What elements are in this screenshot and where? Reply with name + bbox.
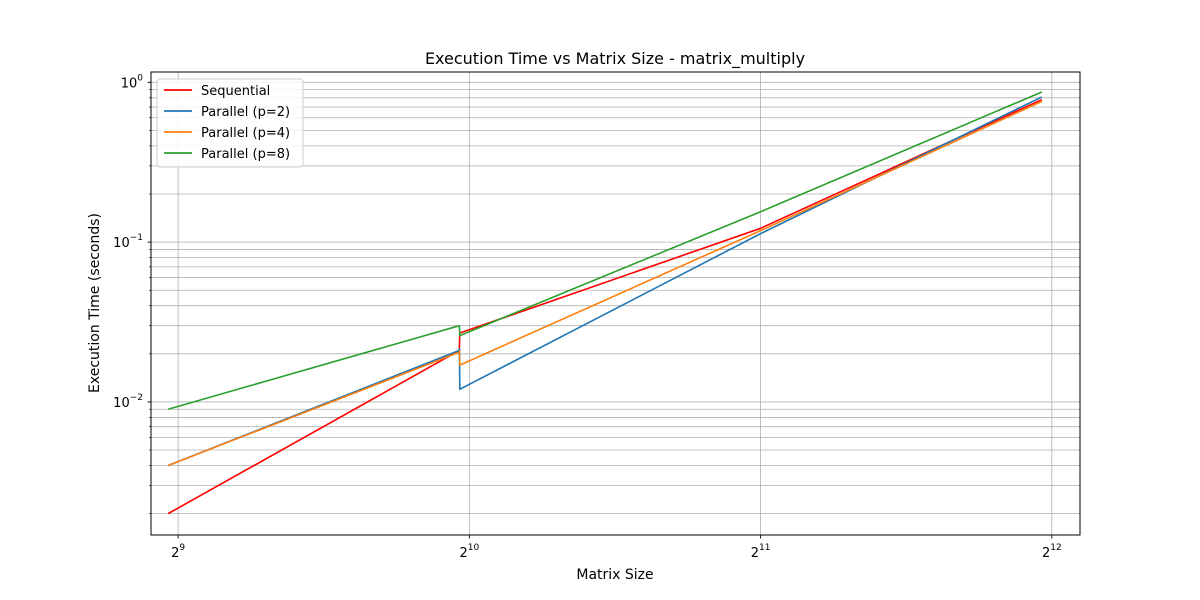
legend-label-3: Parallel (p=4) [201,126,290,141]
series-layer [167,91,1043,515]
legend: Sequential Parallel (p=2) Parallel (p=4) Pa… [156,78,304,168]
y-tick-label: 100 [121,73,144,91]
legend-label-1: Sequential [201,84,270,99]
x-tick-label: 212 [1042,543,1062,561]
y-axis-label: Execution Time (seconds) [87,213,103,393]
series-line-2 [167,96,1043,467]
legend-label-2: Parallel (p=2) [201,105,290,120]
y-tick-label: 10−1 [113,233,143,251]
x-tick-label: 210 [459,543,479,561]
series-line-4 [167,91,1043,411]
tick-layer: 29 210 211 212 10−2 10−1 100 [113,73,1062,561]
chart-title: Execution Time vs Matrix Size - matrix_m… [425,49,805,69]
legend-box [156,78,304,168]
series-line-3 [167,100,1043,467]
grid-layer [151,72,1080,535]
series-line-1 [167,98,1043,515]
plot-frame [150,71,1081,536]
x-tick-label: 29 [171,543,185,561]
x-tick-label: 211 [751,543,771,561]
y-tick-label: 10−2 [113,393,143,411]
x-axis-label: Matrix Size [576,567,653,583]
legend-label-4: Parallel (p=8) [201,147,290,162]
